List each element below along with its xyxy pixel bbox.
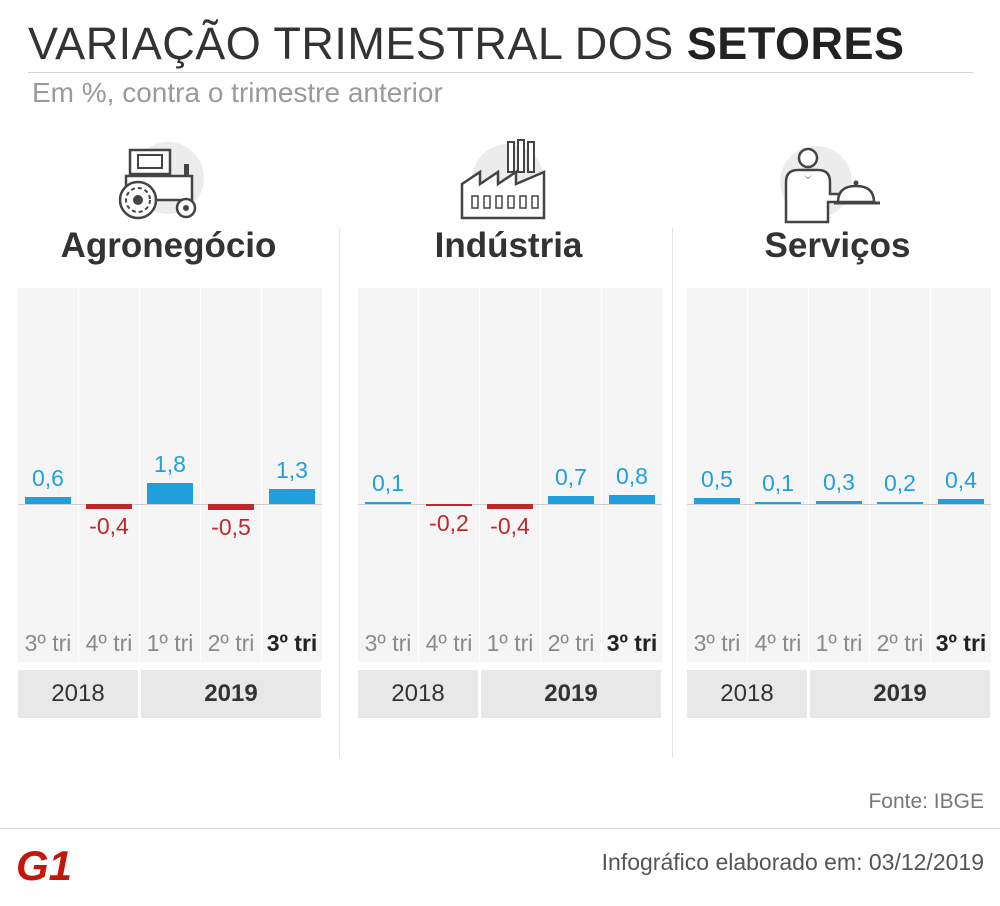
g1-logo-text: G1 — [16, 842, 72, 884]
value-label: 0,2 — [884, 469, 916, 496]
footer-divider — [0, 828, 1000, 829]
bar — [938, 499, 984, 504]
value-label: 0,6 — [32, 465, 64, 492]
value-label: -0,4 — [490, 512, 530, 539]
value-label: 0,7 — [555, 463, 587, 490]
bar — [816, 500, 862, 504]
category-tick-label: 2º tri — [207, 630, 255, 656]
category-tick-label: 3º tri — [266, 630, 318, 656]
value-label: -0,4 — [89, 512, 129, 539]
column-background — [748, 288, 808, 662]
column-background — [602, 288, 662, 662]
category-tick-label: 4º tri — [754, 630, 802, 656]
value-label: -0,2 — [429, 510, 469, 537]
value-label: 0,5 — [701, 466, 733, 493]
year-group-label: 2018 — [358, 670, 478, 718]
category-tick-label: 3º tri — [364, 630, 412, 656]
bar — [609, 494, 655, 504]
bar — [755, 502, 801, 504]
category-tick-label: 3º tri — [24, 630, 72, 656]
category-tick-label: 1º tri — [486, 630, 534, 656]
source-note: Fonte: IBGE — [868, 790, 984, 813]
bar — [426, 504, 472, 507]
category-tick-label: 3º tri — [693, 630, 741, 656]
value-label: -0,5 — [211, 513, 251, 540]
value-label: 0,4 — [945, 467, 977, 494]
bar — [694, 498, 740, 504]
year-group-label: 2018 — [18, 670, 138, 718]
chart-subtitle: Em %, contra o trimestre anterior — [32, 77, 443, 108]
column-background — [140, 288, 200, 662]
column-background — [79, 288, 139, 662]
column-background — [931, 288, 991, 662]
column-background — [262, 288, 322, 662]
category-tick-label: 3º tri — [606, 630, 658, 656]
category-tick-label: 3º tri — [935, 630, 987, 656]
column-background — [687, 288, 747, 662]
title-divider — [28, 72, 973, 73]
sector-name-industria: Indústria — [434, 226, 583, 265]
bar — [208, 504, 254, 510]
column-background — [809, 288, 869, 662]
bar — [147, 483, 193, 504]
chart-title-bold: SETORES — [686, 18, 905, 69]
bar — [877, 501, 923, 504]
panel-divider — [339, 228, 340, 758]
column-background — [541, 288, 601, 662]
year-group-label: 2019 — [481, 670, 661, 718]
value-label: 0,3 — [823, 468, 855, 495]
bar — [25, 497, 71, 504]
bar — [548, 495, 594, 504]
category-tick-label: 4º tri — [425, 630, 473, 656]
column-background — [358, 288, 418, 662]
column-background — [201, 288, 261, 662]
bar — [365, 502, 411, 504]
zero-baseline — [687, 504, 991, 505]
column-background — [419, 288, 479, 662]
category-tick-label: 1º tri — [815, 630, 863, 656]
category-tick-label: 2º tri — [876, 630, 924, 656]
chart-title: VARIAÇÃO TRIMESTRAL DOS SETORES — [28, 18, 905, 70]
waiter-icon — [780, 146, 880, 224]
value-label: 0,1 — [372, 470, 404, 496]
column-background — [18, 288, 78, 662]
value-label: 0,1 — [762, 470, 794, 496]
bar — [269, 489, 315, 504]
bar — [487, 504, 533, 509]
column-background — [870, 288, 930, 662]
credit-note: Infográfico elaborado em: 03/12/2019 — [601, 849, 984, 875]
year-group-label: 2019 — [141, 670, 321, 718]
year-group-label: 2018 — [687, 670, 807, 718]
year-group-label: 2019 — [810, 670, 990, 718]
sector-name-servicos: Serviços — [764, 226, 911, 265]
tractor-icon — [118, 142, 204, 220]
factory-icon — [460, 139, 546, 220]
category-tick-label: 4º tri — [85, 630, 133, 656]
sector-name-agronegocio: Agronegócio — [60, 226, 277, 265]
bar — [86, 504, 132, 509]
value-label: 1,3 — [276, 457, 308, 484]
category-tick-label: 1º tri — [146, 630, 194, 656]
zero-baseline — [18, 504, 322, 505]
value-label: 1,8 — [154, 451, 186, 478]
category-tick-label: 2º tri — [547, 630, 595, 656]
g1-logo: G1 — [16, 842, 72, 884]
value-label: 0,8 — [616, 462, 648, 489]
column-background — [480, 288, 540, 662]
panel-divider — [672, 228, 673, 758]
chart-title-regular: VARIAÇÃO TRIMESTRAL DOS — [28, 18, 687, 69]
